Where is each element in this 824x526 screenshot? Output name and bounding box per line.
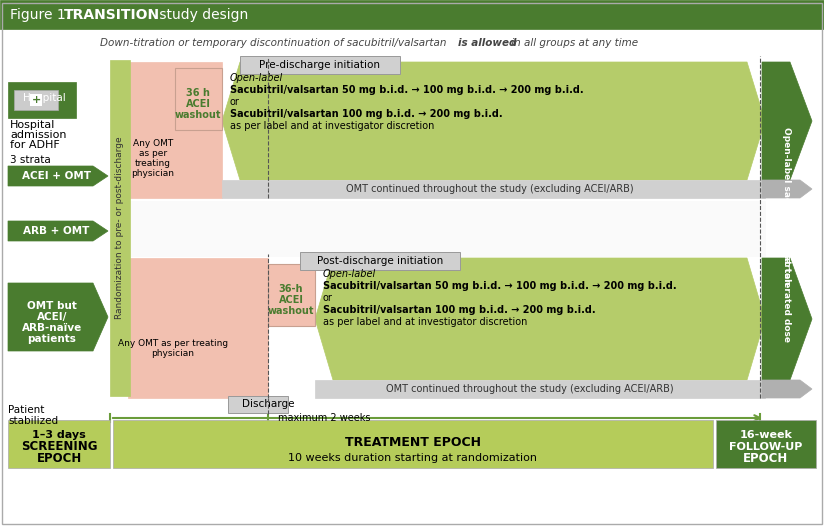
Text: Pre-discharge initiation: Pre-discharge initiation (260, 60, 381, 70)
Polygon shape (8, 221, 108, 241)
Text: TRANSITION: TRANSITION (64, 8, 160, 22)
Text: patients: patients (27, 334, 77, 344)
Text: at tolerated dose: at tolerated dose (783, 254, 792, 342)
Text: Patient: Patient (8, 405, 44, 415)
Text: Any OMT: Any OMT (133, 138, 173, 147)
Text: in all groups at any time: in all groups at any time (508, 38, 638, 48)
FancyBboxPatch shape (268, 264, 315, 326)
FancyBboxPatch shape (228, 396, 288, 413)
Text: ARB + OMT: ARB + OMT (23, 226, 89, 236)
Polygon shape (762, 180, 812, 198)
Text: 36 h: 36 h (186, 88, 210, 98)
FancyBboxPatch shape (110, 60, 130, 396)
Text: EPOCH: EPOCH (36, 452, 82, 466)
FancyBboxPatch shape (128, 258, 268, 398)
Polygon shape (8, 166, 108, 186)
Text: Open-label: Open-label (230, 73, 283, 83)
Text: physician: physician (132, 168, 175, 177)
FancyBboxPatch shape (0, 0, 824, 29)
Text: 1–3 days: 1–3 days (32, 430, 86, 440)
Text: washout: washout (175, 110, 222, 120)
Text: Open-label: Open-label (323, 269, 377, 279)
Text: SCREENING: SCREENING (21, 440, 97, 453)
Text: or: or (323, 293, 333, 303)
Text: ARB-naïve: ARB-naïve (22, 323, 82, 333)
Text: physician: physician (152, 349, 194, 359)
Polygon shape (762, 258, 812, 380)
Polygon shape (222, 62, 765, 180)
Text: Randomization to pre- or post-discharge: Randomization to pre- or post-discharge (115, 137, 124, 319)
FancyBboxPatch shape (128, 201, 765, 256)
Text: +: + (31, 95, 40, 105)
Text: TREATMENT EPOCH: TREATMENT EPOCH (345, 437, 481, 450)
Text: ACEI + OMT: ACEI + OMT (21, 171, 91, 181)
Text: stabilized: stabilized (8, 416, 59, 426)
FancyBboxPatch shape (222, 180, 765, 198)
Text: Sacubitril/valsartan 50 mg b.i.d. → 100 mg b.i.d. → 200 mg b.i.d.: Sacubitril/valsartan 50 mg b.i.d. → 100 … (323, 281, 677, 291)
Text: for ADHF: for ADHF (10, 140, 60, 150)
FancyBboxPatch shape (8, 82, 76, 118)
Text: is allowed: is allowed (458, 38, 517, 48)
Text: Hospital: Hospital (10, 120, 55, 130)
Text: ACEI: ACEI (185, 99, 210, 109)
Text: ACEI: ACEI (279, 295, 303, 305)
FancyBboxPatch shape (113, 420, 713, 468)
Text: as per label and at investigator discretion: as per label and at investigator discret… (323, 317, 527, 327)
FancyBboxPatch shape (128, 62, 222, 198)
Text: OMT continued throughout the study (excluding ACEI/ARB): OMT continued throughout the study (excl… (346, 184, 634, 194)
Text: as per: as per (139, 148, 167, 157)
Text: 10 weeks duration starting at randomization: 10 weeks duration starting at randomizat… (288, 453, 537, 463)
Polygon shape (762, 380, 812, 398)
FancyBboxPatch shape (175, 68, 222, 130)
FancyBboxPatch shape (30, 94, 42, 106)
Text: Down-titration or temporary discontinuation of sacubitril/valsartan: Down-titration or temporary discontinuat… (100, 38, 450, 48)
Text: Hospital: Hospital (22, 93, 65, 103)
Text: 3 strata: 3 strata (10, 155, 51, 165)
Text: maximum 2 weeks: maximum 2 weeks (278, 413, 371, 423)
Text: washout: washout (268, 306, 314, 316)
Text: Sacubitril/valsartan 100 mg b.i.d. → 200 mg b.i.d.: Sacubitril/valsartan 100 mg b.i.d. → 200… (323, 305, 596, 315)
Text: EPOCH: EPOCH (743, 452, 789, 466)
Text: Sacubitril/valsartan 50 mg b.i.d. → 100 mg b.i.d. → 200 mg b.i.d.: Sacubitril/valsartan 50 mg b.i.d. → 100 … (230, 85, 583, 95)
Text: 36-h: 36-h (279, 284, 303, 294)
FancyBboxPatch shape (240, 56, 400, 74)
Polygon shape (8, 283, 108, 351)
Polygon shape (762, 62, 812, 180)
Text: Figure 1.: Figure 1. (10, 8, 74, 22)
Text: OMT but: OMT but (27, 301, 77, 311)
Text: admission: admission (10, 130, 67, 140)
FancyBboxPatch shape (14, 90, 58, 110)
Text: FOLLOW-UP: FOLLOW-UP (729, 442, 803, 452)
Text: ACEI/: ACEI/ (37, 312, 68, 322)
Text: Discharge: Discharge (241, 399, 294, 409)
Text: 16-week: 16-week (740, 430, 793, 440)
Polygon shape (315, 258, 765, 380)
Text: or: or (230, 97, 240, 107)
Text: Post-discharge initiation: Post-discharge initiation (317, 256, 443, 266)
Text: OMT continued throughout the study (excluding ACEI/ARB): OMT continued throughout the study (excl… (386, 384, 674, 394)
Text: as per label and at investigator discretion: as per label and at investigator discret… (230, 121, 434, 131)
FancyBboxPatch shape (716, 420, 816, 468)
FancyBboxPatch shape (8, 420, 110, 468)
Text: Open-label sacubitril/valsartan: Open-label sacubitril/valsartan (783, 127, 792, 285)
FancyBboxPatch shape (315, 380, 765, 398)
Text: Any OMT as per treating: Any OMT as per treating (118, 339, 228, 348)
FancyBboxPatch shape (300, 252, 460, 270)
Text: treating: treating (135, 158, 171, 167)
Text: study design: study design (155, 8, 248, 22)
Text: Sacubitril/valsartan 100 mg b.i.d. → 200 mg b.i.d.: Sacubitril/valsartan 100 mg b.i.d. → 200… (230, 109, 503, 119)
